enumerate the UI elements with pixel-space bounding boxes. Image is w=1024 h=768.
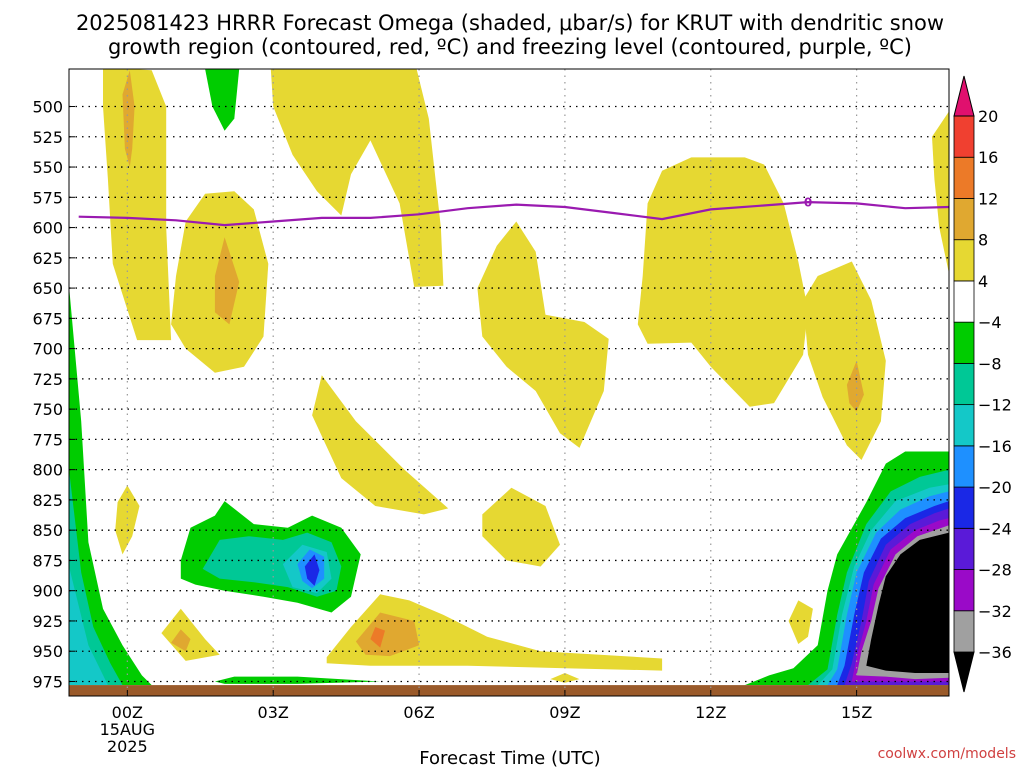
- y-tick-label: 875: [32, 551, 63, 570]
- y-tick-label: 675: [32, 309, 63, 328]
- colorbar-label: −12: [978, 396, 1012, 415]
- colorbar-label: −16: [978, 437, 1012, 456]
- x-tick-label: 06Z: [403, 703, 434, 722]
- colorbar-label: −20: [978, 478, 1012, 497]
- colorbar-label: −32: [978, 602, 1012, 621]
- omega-region-4: [637, 157, 808, 407]
- x-tick-label: 00Z: [112, 703, 143, 722]
- chart-title-line-2: growth region (contoured, red, ºC) and f…: [108, 35, 912, 59]
- colorbar-bin-high: [953, 75, 975, 117]
- colorbar-label: −24: [978, 519, 1012, 538]
- freezing-level-line: [78, 200, 949, 227]
- colorbar-label: −8: [978, 354, 1002, 373]
- colorbar-label: 8: [978, 231, 988, 250]
- omega-region-28: [69, 566, 108, 686]
- colorbar-label: 20: [978, 107, 998, 126]
- x-tick-label: 09Z: [549, 703, 580, 722]
- y-tick-label: 975: [32, 672, 63, 691]
- omega-region-5: [803, 261, 886, 460]
- colorbar-bin: [953, 362, 975, 406]
- plot-area: 0: [69, 69, 949, 696]
- colorbar-bin: [953, 445, 975, 488]
- colorbar-label: 4: [978, 272, 988, 291]
- omega-region-16: [846, 360, 864, 412]
- colorbar-bin: [953, 156, 975, 199]
- omega-region-10: [161, 608, 220, 661]
- x-tick-label: 2025: [107, 737, 148, 756]
- x-tick-label: 12Z: [695, 703, 726, 722]
- y-tick-label: 900: [32, 582, 63, 601]
- colorbar-bin: [953, 280, 975, 323]
- y-tick-label: 825: [32, 491, 63, 510]
- colorbar-label: −36: [978, 643, 1012, 662]
- y-tick-label: 650: [32, 279, 63, 298]
- y-tick-label: 575: [32, 188, 63, 207]
- omega-region-17: [355, 612, 420, 657]
- omega-region-13: [550, 673, 580, 683]
- freezing-level-label: 0: [804, 196, 812, 210]
- omega-region-12: [788, 600, 813, 644]
- omega-region-8: [482, 487, 560, 567]
- plot-frame: [68, 68, 950, 697]
- ground-strip: [69, 685, 949, 696]
- y-tick-label: 550: [32, 158, 63, 177]
- colorbar: 20 16 12 8 4 −4 −8 −12 −16 −20 −24 −28 −32 −36: [953, 75, 1012, 693]
- credit-text: coolwx.com/models: [878, 746, 1016, 762]
- omega-region-14: [122, 70, 135, 167]
- colorbar-bin: [953, 569, 975, 612]
- y-tick-label: 950: [32, 642, 63, 661]
- colorbar-bin: [953, 404, 975, 447]
- omega-shading: [69, 69, 949, 686]
- omega-region-6: [932, 111, 949, 274]
- colorbar-label: −4: [978, 313, 1002, 332]
- x-tick-label: 15Z: [841, 703, 872, 722]
- omega-region-3: [477, 221, 609, 448]
- colorbar-label: −28: [978, 561, 1012, 580]
- y-tick-label: 775: [32, 430, 63, 449]
- ground-layer: [69, 685, 949, 696]
- omega-region-11: [326, 594, 663, 671]
- colorbar-bin: [953, 321, 975, 364]
- grid-lines: [69, 69, 949, 696]
- x-tick-label: 03Z: [258, 703, 289, 722]
- colorbar-bin: [953, 198, 975, 241]
- omega-region-38: [866, 532, 949, 673]
- colorbar-bin-low: [953, 651, 975, 693]
- y-tick-label: 850: [32, 521, 63, 540]
- x-tick-label: 15AUG: [100, 720, 155, 739]
- y-tick-label: 725: [32, 370, 63, 389]
- omega-region-18: [171, 629, 191, 652]
- y-tick-label: 500: [32, 98, 63, 117]
- y-axis: 500 525 550 575 600 625 650 675 700 725 750 775 800 8…: [32, 98, 75, 691]
- x-axis-title: Forecast Time (UTC): [419, 748, 600, 768]
- y-tick-label: 600: [32, 219, 63, 238]
- colorbar-label: 12: [978, 189, 998, 208]
- omega-region-1: [270, 69, 444, 287]
- omega-region-33: [304, 554, 320, 586]
- omega-region-7: [312, 375, 449, 515]
- colorbar-bin: [953, 610, 975, 653]
- omega-region-22: [69, 285, 152, 686]
- chart-title-line-1: 2025081423 HRRR Forecast Omega (shaded, …: [76, 11, 944, 35]
- colorbar-bin: [953, 115, 975, 158]
- omega-region-19: [370, 627, 385, 648]
- colorbar-bin: [953, 239, 975, 282]
- y-tick-label: 925: [32, 612, 63, 631]
- plot-background: [69, 69, 949, 696]
- omega-region-15: [214, 237, 240, 325]
- colorbar-label: 16: [978, 148, 998, 167]
- y-tick-label: 750: [32, 400, 63, 419]
- colorbar-bin: [953, 486, 975, 529]
- y-tick-label: 800: [32, 461, 63, 480]
- omega-region-20: [205, 69, 240, 131]
- y-tick-label: 700: [32, 340, 63, 359]
- omega-region-9: [115, 485, 140, 555]
- y-tick-label: 525: [32, 128, 63, 147]
- y-tick-label: 625: [32, 249, 63, 268]
- freezing-level-contour: 0: [78, 196, 949, 227]
- omega-region-23: [214, 676, 381, 684]
- colorbar-bin: [953, 527, 975, 570]
